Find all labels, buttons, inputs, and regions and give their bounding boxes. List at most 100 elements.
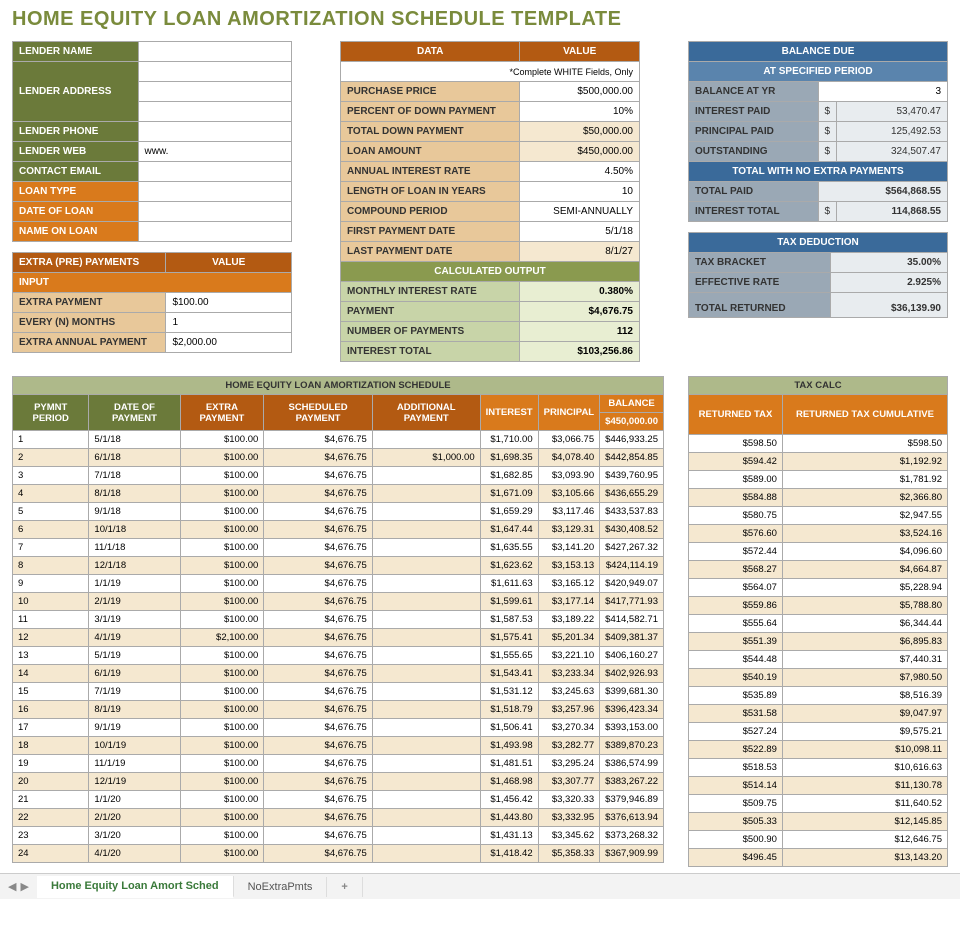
sched-cell: $427,267.32 — [600, 539, 664, 557]
taxcalc-cell: $13,143.20 — [782, 849, 947, 867]
lender-label: NAME ON LOAN — [13, 222, 139, 242]
taxcalc-cell: $1,192.92 — [782, 453, 947, 471]
sched-cell: 19 — [13, 755, 89, 773]
extra-value[interactable]: 1 — [166, 313, 292, 333]
calc-value: 112 — [520, 322, 640, 342]
sched-cell — [372, 521, 480, 539]
sched-cell: $442,854.85 — [600, 449, 664, 467]
lender-value[interactable] — [138, 122, 291, 142]
lender-value[interactable] — [138, 102, 291, 122]
data-value[interactable]: 4.50% — [520, 162, 640, 182]
taxcalc-cell: $540.19 — [689, 669, 783, 687]
data-label: PERCENT OF DOWN PAYMENT — [341, 102, 520, 122]
sched-cell — [372, 647, 480, 665]
nav-next-icon[interactable]: ▶ — [20, 880, 28, 893]
sched-cell: 8/1/18 — [89, 485, 180, 503]
sched-cell: 2 — [13, 449, 89, 467]
tab-nav: ◀ ▶ — [0, 880, 37, 893]
data-label: FIRST PAYMENT DATE — [341, 222, 520, 242]
lender-label: DATE OF LOAN — [13, 202, 139, 222]
sched-col-header: BALANCE — [600, 395, 664, 413]
lender-value[interactable] — [138, 222, 291, 242]
tax-table: TAX DEDUCTION TAX BRACKET35.00%EFFECTIVE… — [688, 232, 948, 318]
sched-cell — [372, 503, 480, 521]
data-value[interactable]: $500,000.00 — [520, 82, 640, 102]
data-h2: VALUE — [520, 42, 640, 62]
sched-cell: 10/1/18 — [89, 521, 180, 539]
data-value[interactable]: 10% — [520, 102, 640, 122]
balance-value: 125,492.53 — [837, 122, 948, 142]
sched-cell — [372, 629, 480, 647]
taxcalc-cell: $7,440.31 — [782, 651, 947, 669]
lender-value[interactable]: www. — [138, 142, 291, 162]
sched-cell: $4,676.75 — [264, 647, 373, 665]
sched-cell: $430,408.52 — [600, 521, 664, 539]
sched-cell — [372, 467, 480, 485]
sched-cell — [372, 485, 480, 503]
sched-cell: 8 — [13, 557, 89, 575]
tab-other[interactable]: NoExtraPmts — [234, 877, 328, 897]
sched-cell: $367,909.99 — [600, 845, 664, 863]
lender-value[interactable] — [138, 202, 291, 222]
lender-value[interactable] — [138, 62, 291, 82]
sched-cell: 15 — [13, 683, 89, 701]
sched-cell: 4 — [13, 485, 89, 503]
nav-prev-icon[interactable]: ◀ — [8, 880, 16, 893]
data-label: ANNUAL INTEREST RATE — [341, 162, 520, 182]
data-value[interactable]: 5/1/18 — [520, 222, 640, 242]
sched-cell: 14 — [13, 665, 89, 683]
sched-cell: $3,177.14 — [538, 593, 600, 611]
taxcalc-cell: $2,947.55 — [782, 507, 947, 525]
sched-cell: $1,587.53 — [480, 611, 538, 629]
data-label: LOAN AMOUNT — [341, 142, 520, 162]
lender-value[interactable] — [138, 82, 291, 102]
sched-cell — [372, 755, 480, 773]
sched-cell — [372, 557, 480, 575]
sched-cell: $100.00 — [180, 701, 264, 719]
data-value[interactable]: 10 — [520, 182, 640, 202]
sched-cell: $1,531.12 — [480, 683, 538, 701]
extra-value[interactable]: $2,000.00 — [166, 333, 292, 353]
lender-value[interactable] — [138, 182, 291, 202]
sched-cell: $1,555.65 — [480, 647, 538, 665]
sched-cell: $446,933.25 — [600, 431, 664, 449]
sched-cell: $1,698.35 — [480, 449, 538, 467]
extra-value[interactable]: $100.00 — [166, 293, 292, 313]
sched-balance-start: $450,000.00 — [600, 413, 664, 431]
sched-cell: 23 — [13, 827, 89, 845]
sched-col-header: PRINCIPAL — [538, 395, 600, 431]
sched-cell: $417,771.93 — [600, 593, 664, 611]
sched-col-header: INTEREST — [480, 395, 538, 431]
sched-cell: $1,518.79 — [480, 701, 538, 719]
lender-value[interactable] — [138, 162, 291, 182]
data-value[interactable]: SEMI-ANNUALLY — [520, 202, 640, 222]
sched-cell: 3/1/20 — [89, 827, 180, 845]
taxcalc-cell: $551.39 — [689, 633, 783, 651]
balance-value[interactable]: 3 — [818, 82, 948, 102]
sched-cell: $3,270.34 — [538, 719, 600, 737]
sched-cell — [372, 539, 480, 557]
sched-cell: $439,760.95 — [600, 467, 664, 485]
sched-cell: 12/1/19 — [89, 773, 180, 791]
taxcalc-cell: $2,366.80 — [782, 489, 947, 507]
sched-cell: $100.00 — [180, 845, 264, 863]
balance-sub: AT SPECIFIED PERIOD — [689, 62, 948, 82]
taxcalc-cell: $514.14 — [689, 777, 783, 795]
balance-h: BALANCE DUE — [689, 42, 948, 62]
taxcalc-cell: $505.33 — [689, 813, 783, 831]
sched-cell: $3,295.24 — [538, 755, 600, 773]
sched-cell: $4,676.75 — [264, 701, 373, 719]
tab-add[interactable]: + — [327, 877, 362, 897]
sched-cell: $3,245.63 — [538, 683, 600, 701]
data-label: LENGTH OF LOAN IN YEARS — [341, 182, 520, 202]
sched-cell: $100.00 — [180, 557, 264, 575]
sched-cell: 1/1/20 — [89, 791, 180, 809]
sched-cell: $100.00 — [180, 683, 264, 701]
lender-value[interactable] — [138, 42, 291, 62]
tab-active[interactable]: Home Equity Loan Amort Sched — [37, 876, 234, 898]
sched-cell: $4,676.75 — [264, 809, 373, 827]
sched-cell: $386,574.99 — [600, 755, 664, 773]
taxcalc-cell: $559.86 — [689, 597, 783, 615]
sched-cell: $3,141.20 — [538, 539, 600, 557]
taxcalc-cell: $11,130.78 — [782, 777, 947, 795]
